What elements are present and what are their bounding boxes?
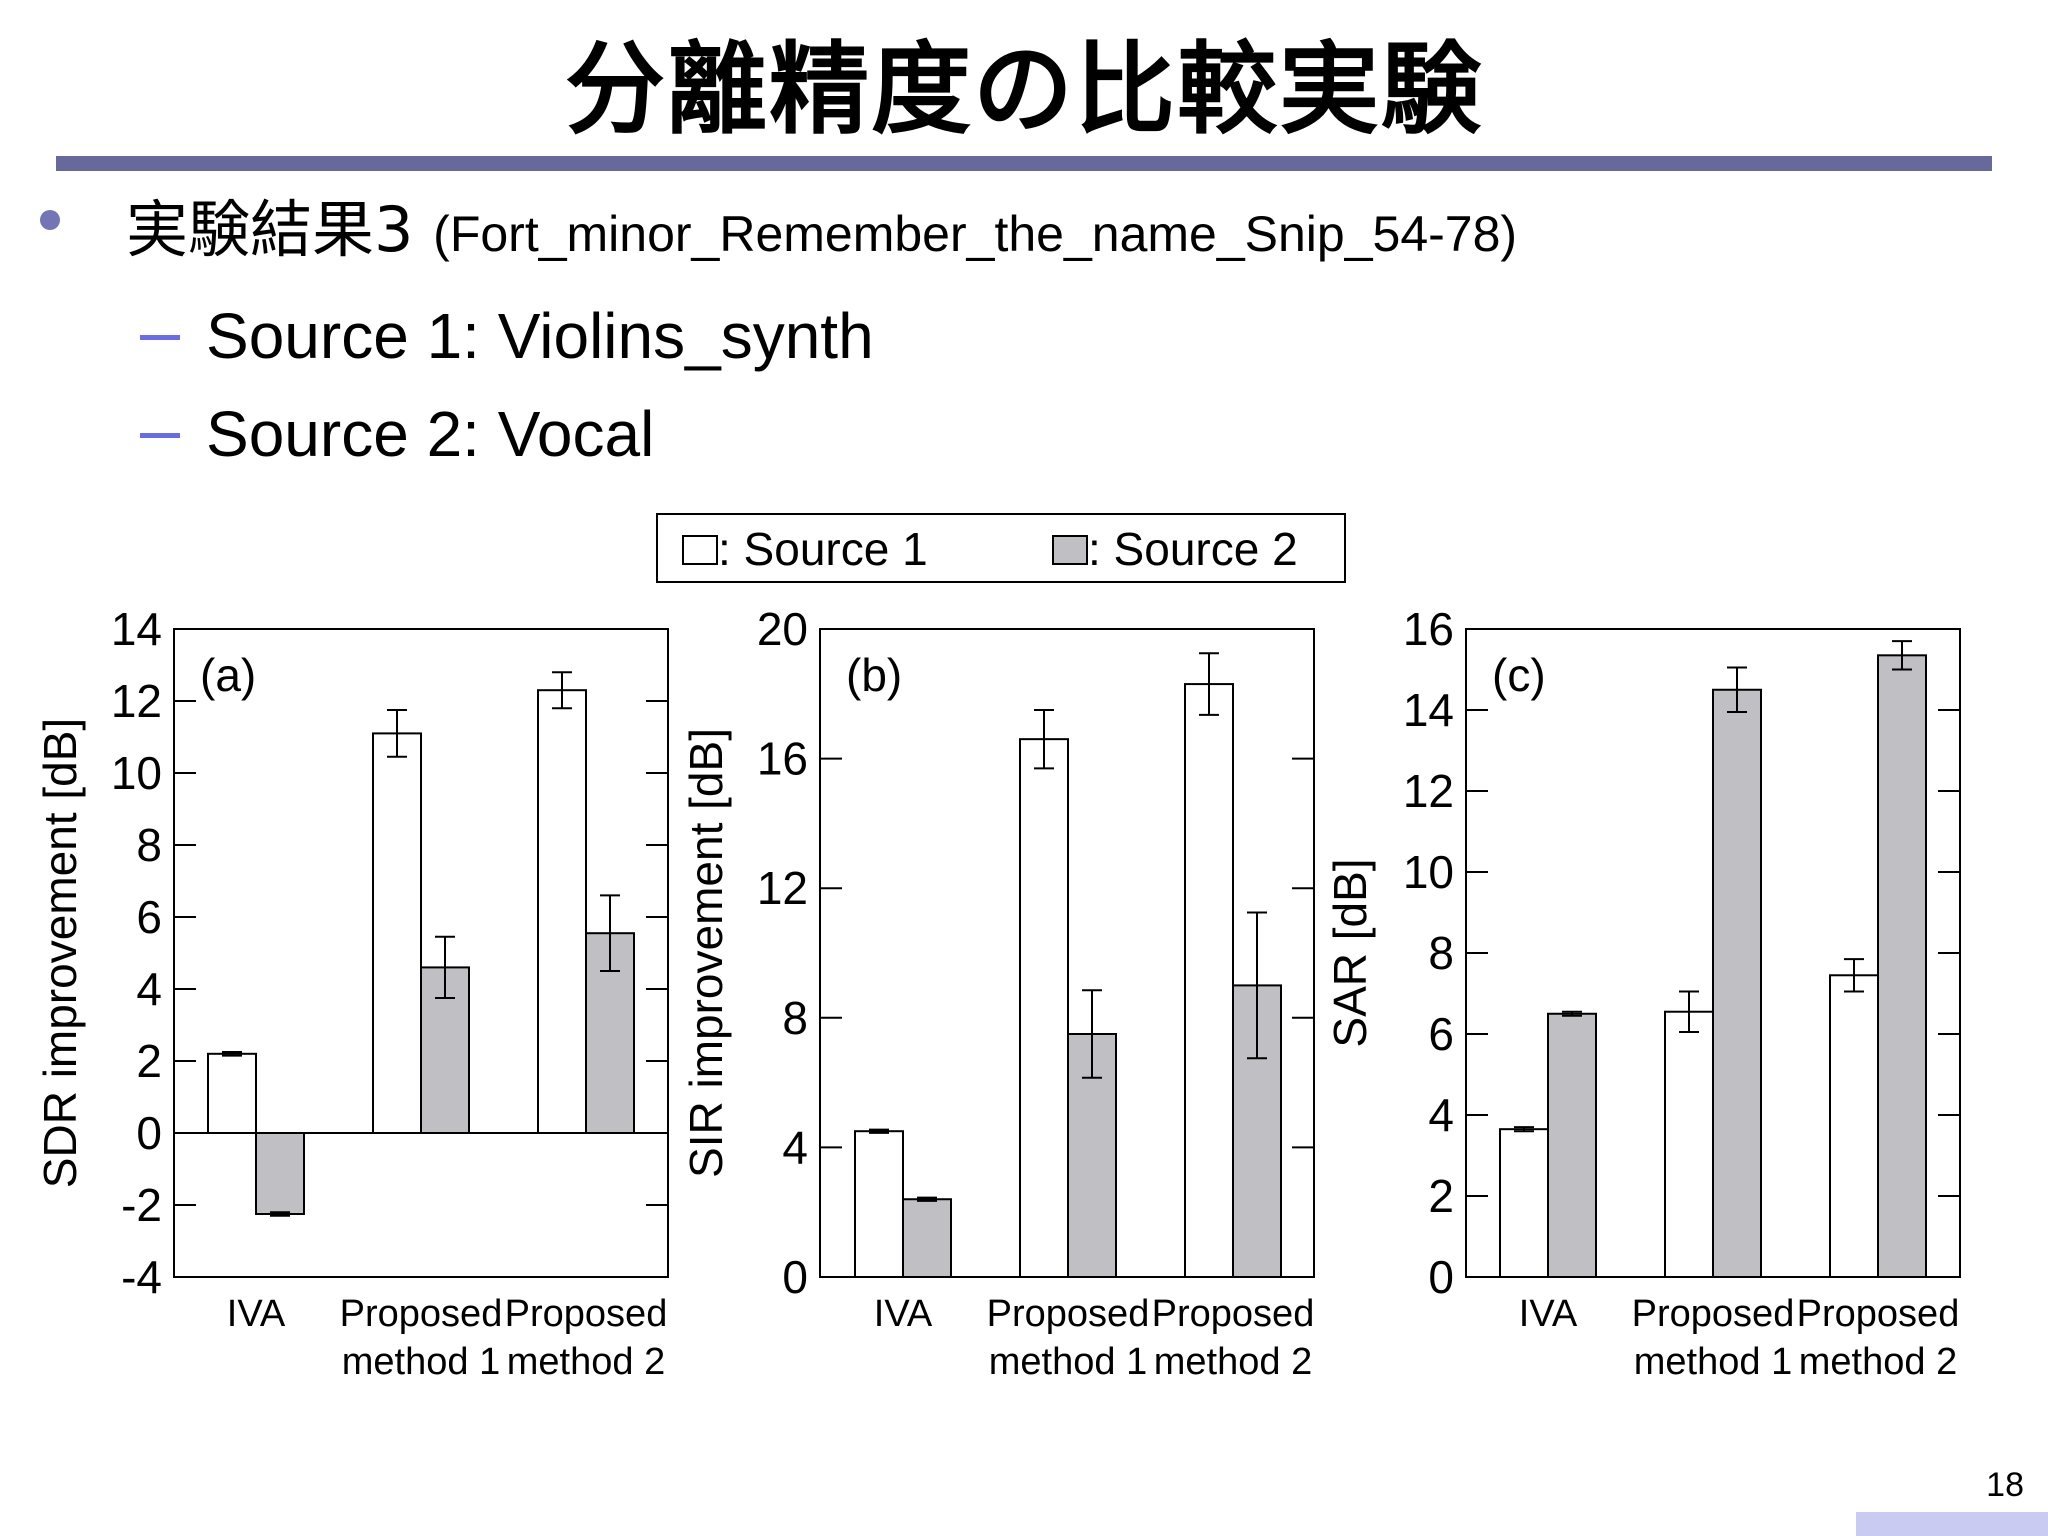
bar bbox=[537, 689, 587, 1134]
y-tick-label: 14 bbox=[111, 603, 162, 655]
x-tick-label: Proposed bbox=[1632, 1293, 1795, 1335]
y-tick-label: 4 bbox=[136, 963, 162, 1015]
sub-item-text: Source 1: Violins_synth bbox=[206, 300, 874, 372]
y-tick-label: 4 bbox=[782, 1121, 808, 1173]
corner-accent bbox=[1856, 1512, 2048, 1536]
bar bbox=[902, 1198, 952, 1278]
legend-swatch-source1 bbox=[682, 534, 718, 565]
x-tick-label: method 1 bbox=[1634, 1341, 1792, 1383]
y-tick-label: -4 bbox=[121, 1251, 162, 1303]
y-tick-label: 6 bbox=[136, 891, 162, 943]
bar bbox=[854, 1130, 904, 1278]
x-tick-label: Proposed bbox=[987, 1293, 1150, 1335]
y-axis-label: SAR [dB] bbox=[1324, 858, 1376, 1047]
bullet-item: 実験結果3 (Fort_minor_Remember_the_name_Snip… bbox=[40, 190, 1517, 274]
panel-label: (a) bbox=[200, 649, 256, 701]
title-divider bbox=[56, 156, 1992, 171]
y-tick-label: 16 bbox=[1403, 603, 1454, 655]
legend-swatch-source2 bbox=[1052, 534, 1088, 565]
bar bbox=[1184, 683, 1234, 1278]
bullet-main-text: 実験結果3 bbox=[126, 193, 414, 266]
y-tick-label: 4 bbox=[1428, 1089, 1454, 1141]
bar bbox=[372, 732, 422, 1135]
y-tick-label: 10 bbox=[1403, 846, 1454, 898]
bullet-dot-icon bbox=[40, 209, 60, 230]
x-tick-label: Proposed bbox=[505, 1293, 668, 1335]
legend-label-source1: : Source 1 bbox=[718, 523, 928, 575]
x-tick-label: method 2 bbox=[1799, 1341, 1957, 1383]
bar bbox=[1664, 1010, 1714, 1278]
sub-item-2: Source 2: Vocal bbox=[140, 394, 654, 474]
y-tick-label: 0 bbox=[136, 1107, 162, 1159]
legend-item-source2: : Source 2 bbox=[1052, 521, 1298, 577]
dash-icon bbox=[140, 432, 180, 438]
y-tick-label: 14 bbox=[1403, 684, 1454, 736]
y-tick-label: 8 bbox=[782, 992, 808, 1044]
y-tick-label: 0 bbox=[1428, 1251, 1454, 1303]
bar bbox=[1877, 654, 1927, 1278]
x-tick-label: Proposed bbox=[340, 1293, 503, 1335]
x-tick-label: IVA bbox=[1519, 1293, 1578, 1335]
legend-item-source1: : Source 1 bbox=[682, 521, 928, 577]
y-tick-label: 12 bbox=[111, 675, 162, 727]
plot-frame bbox=[173, 628, 669, 1278]
bar bbox=[207, 1052, 257, 1135]
y-tick-label: 10 bbox=[111, 747, 162, 799]
y-tick-label: 12 bbox=[757, 862, 808, 914]
y-tick-label: 12 bbox=[1403, 765, 1454, 817]
y-axis-label: SDR improvement [dB] bbox=[34, 718, 86, 1188]
bar bbox=[1019, 738, 1069, 1278]
y-tick-label: 20 bbox=[757, 603, 808, 655]
x-tick-label: method 1 bbox=[342, 1341, 500, 1383]
x-tick-label: method 1 bbox=[989, 1341, 1147, 1383]
y-tick-label: 2 bbox=[1428, 1170, 1454, 1222]
page-number: 18 bbox=[1986, 1466, 2024, 1504]
y-axis-label: SIR improvement [dB] bbox=[680, 728, 732, 1178]
panel-label: (c) bbox=[1492, 649, 1546, 701]
slide-title: 分離精度の比較実験 bbox=[565, 31, 1483, 148]
bar bbox=[1829, 974, 1879, 1279]
y-tick-label: 16 bbox=[757, 733, 808, 785]
bar bbox=[1499, 1128, 1549, 1279]
chart-legend: : Source 1 : Source 2 bbox=[656, 513, 1346, 583]
x-tick-label: Proposed bbox=[1152, 1293, 1315, 1335]
y-tick-label: 2 bbox=[136, 1035, 162, 1087]
sub-item-1: Source 1: Violins_synth bbox=[140, 296, 874, 376]
y-tick-label: 6 bbox=[1428, 1008, 1454, 1060]
y-tick-label: 8 bbox=[1428, 927, 1454, 979]
x-tick-label: IVA bbox=[227, 1293, 286, 1335]
dash-icon bbox=[140, 334, 180, 340]
y-tick-label: -2 bbox=[121, 1179, 162, 1231]
sub-item-text: Source 2: Vocal bbox=[206, 398, 655, 470]
bar bbox=[255, 1132, 305, 1215]
x-tick-label: IVA bbox=[874, 1293, 933, 1335]
legend-label-source2: : Source 2 bbox=[1088, 523, 1298, 575]
bar bbox=[1712, 688, 1762, 1278]
bullet-sub-text: (Fort_minor_Remember_the_name_Snip_54-78… bbox=[433, 206, 1518, 262]
bar bbox=[1547, 1012, 1597, 1278]
panel-label: (b) bbox=[846, 649, 902, 701]
x-tick-label: method 2 bbox=[1154, 1341, 1312, 1383]
y-tick-label: 0 bbox=[782, 1251, 808, 1303]
x-tick-label: Proposed bbox=[1797, 1293, 1960, 1335]
x-tick-label: method 2 bbox=[507, 1341, 665, 1383]
y-tick-label: 8 bbox=[136, 819, 162, 871]
